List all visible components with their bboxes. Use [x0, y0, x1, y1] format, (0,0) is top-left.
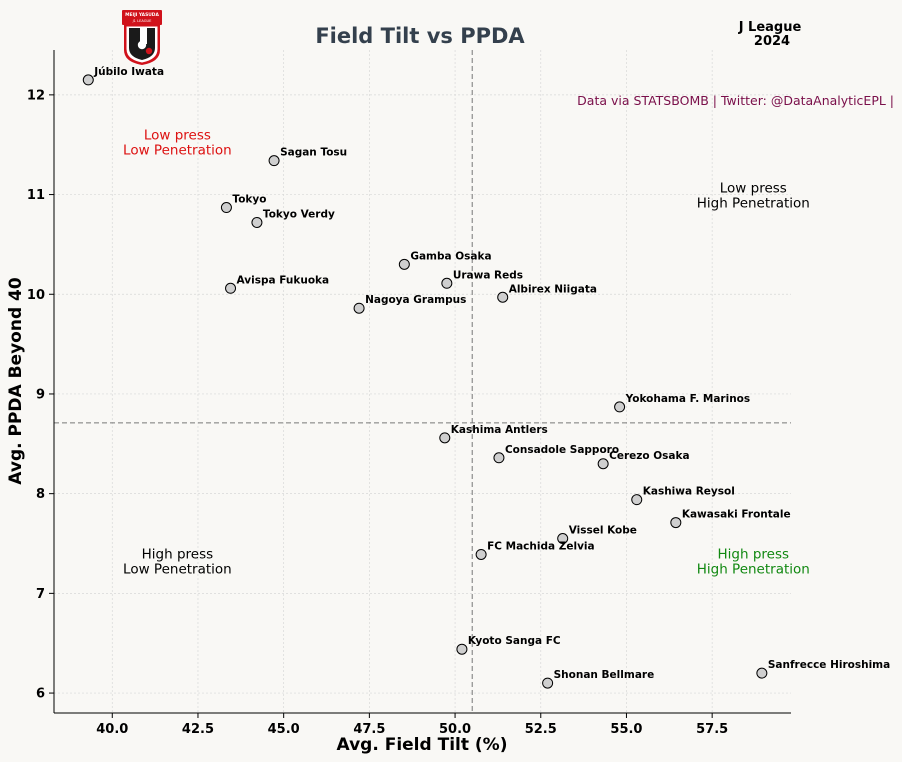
- point-label: Albirex Niigata: [509, 283, 597, 295]
- data-point: [441, 277, 453, 289]
- x-tick-label: 47.5: [353, 722, 385, 737]
- quadrant-label: Low press High Penetration: [697, 181, 810, 212]
- x-tick-label: 42.5: [182, 722, 214, 737]
- j-league-logo: MEIJI YASUDA J1 LEAGUE: [122, 10, 162, 65]
- x-tick-label: 40.0: [96, 722, 128, 737]
- point-label: Consadole Sapporo: [505, 444, 619, 456]
- data-point: [670, 517, 682, 529]
- chart-title: Field Tilt vs PPDA: [315, 24, 525, 48]
- data-point: [542, 677, 554, 689]
- point-label: Cerezo Osaka: [609, 450, 689, 462]
- point-label: Vissel Kobe: [569, 525, 637, 537]
- quadrant-label: High press High Penetration: [697, 546, 810, 577]
- y-tick-label: 12: [27, 88, 45, 103]
- point-label: Tokyo: [232, 194, 266, 206]
- point-label: FC Machida Zelvia: [487, 540, 594, 552]
- y-tick-label: 6: [36, 687, 45, 702]
- data-point: [614, 401, 626, 413]
- quadrant-label: High press Low Penetration: [123, 546, 232, 577]
- x-tick-label: 57.5: [696, 722, 728, 737]
- point-label: Sagan Tosu: [280, 147, 347, 159]
- point-label: Kashima Antlers: [451, 424, 548, 436]
- y-tick-label: 7: [36, 587, 45, 602]
- axes: 40.0 42.5 45.0 47.5 50.0 52.5 55.0 57.5 6 7 8 9 10 11…: [27, 50, 791, 737]
- point-label: Júbilo Iwata: [93, 66, 164, 78]
- x-tick-label: 45.0: [268, 722, 300, 737]
- y-axis-label: Avg. PPDA Beyond 40: [6, 277, 26, 485]
- season-year: 2024: [754, 34, 790, 49]
- point-label: Avispa Fukuoka: [237, 274, 330, 286]
- data-point: [220, 202, 232, 214]
- data-point: [251, 216, 263, 228]
- point-label: Urawa Reds: [453, 269, 523, 281]
- data-point: [268, 155, 280, 167]
- data-point: [493, 452, 505, 464]
- svg-text:J1 LEAGUE: J1 LEAGUE: [132, 19, 153, 23]
- data-point: [475, 548, 487, 560]
- data-points: [82, 74, 768, 689]
- x-axis-label: Avg. Field Tilt (%): [337, 735, 508, 755]
- svg-text:MEIJI YASUDA: MEIJI YASUDA: [125, 12, 159, 18]
- quadrant-labels: Low press Low Penetration Low press High Pe…: [123, 128, 810, 578]
- data-point: [225, 282, 237, 294]
- x-tick-label: 55.0: [610, 722, 642, 737]
- data-point: [82, 74, 94, 86]
- point-label: Kawasaki Frontale: [682, 509, 791, 521]
- point-label: Shonan Bellmare: [554, 669, 655, 681]
- y-tick-label: 8: [36, 487, 45, 502]
- league-name: J League: [738, 20, 802, 35]
- data-point: [756, 667, 768, 679]
- point-label: Tokyo Verdy: [263, 208, 335, 220]
- y-tick-label: 10: [27, 288, 45, 303]
- x-tick-label: 52.5: [525, 722, 557, 737]
- data-point: [631, 494, 643, 506]
- point-label: Kyoto Sanga FC: [468, 635, 561, 647]
- y-tick-label: 9: [36, 387, 45, 402]
- point-labels: Júbilo Iwata Sagan Tosu Tokyo Tokyo Verdy Ga…: [93, 66, 890, 681]
- data-point: [439, 432, 451, 444]
- data-source-credit: Data via STATSBOMB | Twitter: @DataAnaly…: [577, 93, 894, 108]
- point-label: Nagoya Grampus: [365, 294, 466, 306]
- data-point: [398, 258, 410, 270]
- data-point: [597, 458, 609, 470]
- point-label: Gamba Osaka: [410, 250, 491, 262]
- grid: [54, 50, 791, 713]
- data-point: [456, 643, 468, 655]
- point-label: Kashiwa Reysol: [643, 486, 735, 498]
- point-label: Sanfrecce Hiroshima: [768, 659, 890, 671]
- y-tick-label: 11: [27, 188, 45, 203]
- data-point: [557, 533, 569, 545]
- data-point: [497, 291, 509, 303]
- quadrant-label: Low press Low Penetration: [123, 128, 232, 159]
- point-label: Yokohama F. Marinos: [625, 393, 751, 405]
- data-point: [353, 302, 365, 314]
- reference-lines: [54, 50, 791, 713]
- x-tick-label: 50.0: [439, 722, 471, 737]
